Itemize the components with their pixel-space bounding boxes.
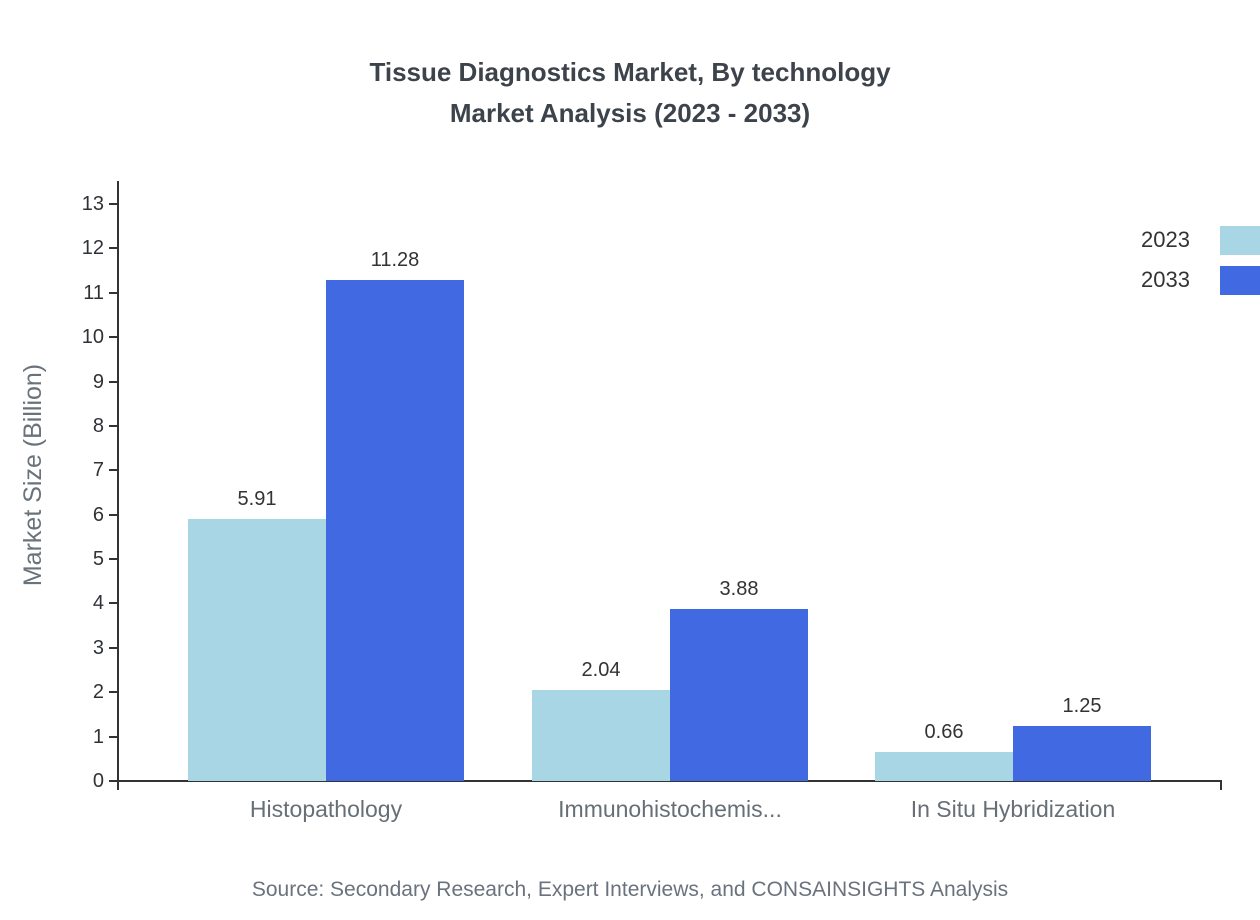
y-tick-mark — [109, 780, 118, 782]
bar-value-label-2023-0: 5.91 — [237, 487, 277, 510]
y-tick-label-4: 4 — [92, 592, 104, 615]
bar-value-label-2023-2: 0.66 — [924, 720, 964, 743]
y-tick-mark — [109, 424, 118, 427]
y-tick-mark — [109, 691, 118, 694]
y-tick-label-1: 1 — [92, 725, 104, 748]
y-tick-mark — [109, 380, 118, 383]
bar-value-label-2033-0: 11.28 — [370, 249, 420, 272]
y-axis-line — [117, 181, 119, 788]
source-attribution: Source: Secondary Research, Expert Inter… — [251, 878, 1009, 901]
y-tick-mark — [109, 469, 118, 472]
legend-item-2033[interactable]: 2033 — [1040, 260, 1260, 300]
x-axis-line — [110, 780, 1222, 782]
bar-2033-category-2 — [1013, 725, 1151, 781]
bar-2033-category-1 — [670, 608, 808, 781]
legend-item-2023[interactable]: 2023 — [1040, 220, 1260, 260]
y-tick-mark — [109, 602, 118, 605]
legend: 2023 2033 — [1040, 220, 1260, 300]
y-tick-mark — [109, 735, 118, 738]
bar-value-label-2033-2: 1.25 — [1062, 694, 1102, 717]
y-tick-label-12: 12 — [81, 237, 104, 260]
y-tick-label-5: 5 — [92, 548, 104, 571]
x-axis-right-tick — [1220, 782, 1222, 790]
y-tick-label-11: 11 — [83, 281, 104, 304]
y-tick-label-13: 13 — [81, 193, 104, 215]
y-tick-mark — [109, 646, 118, 649]
category-label-1: Immunohistochemis... — [558, 796, 782, 822]
bar-2023-category-0 — [188, 518, 326, 781]
legend-label: 2033 — [1141, 267, 1190, 292]
y-tick-label-6: 6 — [92, 503, 104, 526]
bar-2023-category-2 — [875, 751, 1013, 781]
bar-value-label-2033-1: 3.88 — [719, 577, 759, 600]
bar-2033-category-0 — [326, 280, 464, 781]
y-tick-label-2: 2 — [92, 681, 104, 704]
legend-label: 2023 — [1141, 227, 1190, 252]
bar-value-label-2023-1: 2.04 — [581, 659, 621, 682]
chart-title: Tissue Diagnostics Market, By technology… — [0, 52, 1260, 134]
y-tick-mark — [109, 558, 118, 561]
y-tick-mark — [109, 203, 118, 205]
chart-title-line2: Market Analysis (2023 - 2033) — [449, 98, 811, 128]
y-tick-label-9: 9 — [92, 370, 104, 393]
category-label-2: In Situ Hybridization — [910, 796, 1116, 822]
category-label-0: Histopathology — [249, 796, 403, 822]
y-tick-label-8: 8 — [92, 414, 104, 437]
y-tick-mark — [109, 513, 118, 516]
y-tick-mark — [109, 291, 118, 294]
bar-2023-category-1 — [532, 690, 670, 781]
chart-title-line1: Tissue Diagnostics Market, By technology — [369, 57, 891, 87]
legend-swatch — [1220, 225, 1260, 255]
y-tick-label-3: 3 — [92, 636, 104, 659]
y-tick-label-10: 10 — [81, 326, 104, 349]
y-tick-label-0: 0 — [92, 770, 104, 792]
x-axis-left-tick — [117, 782, 119, 790]
y-tick-label-7: 7 — [92, 459, 104, 482]
y-tick-mark — [109, 247, 118, 250]
y-tick-mark — [109, 336, 118, 339]
legend-swatch — [1220, 265, 1260, 295]
